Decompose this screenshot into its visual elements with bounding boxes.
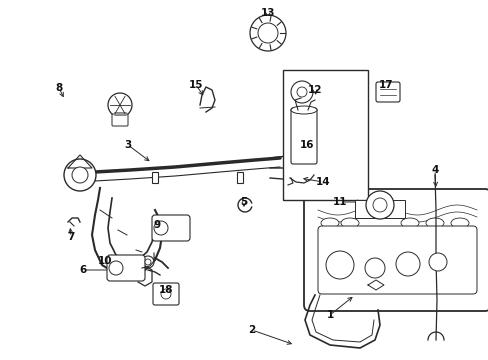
Ellipse shape <box>340 218 358 228</box>
Text: 12: 12 <box>307 85 322 95</box>
Ellipse shape <box>290 106 316 114</box>
Ellipse shape <box>320 218 338 228</box>
Circle shape <box>109 261 123 275</box>
Text: 2: 2 <box>248 325 255 335</box>
Ellipse shape <box>400 218 418 228</box>
Text: 8: 8 <box>55 83 62 93</box>
FancyBboxPatch shape <box>153 283 179 305</box>
Bar <box>354 200 404 218</box>
Circle shape <box>364 258 384 278</box>
FancyBboxPatch shape <box>304 189 488 311</box>
Circle shape <box>154 221 168 235</box>
Ellipse shape <box>450 218 468 228</box>
Text: 13: 13 <box>260 8 275 18</box>
Text: 14: 14 <box>315 177 329 187</box>
Text: 10: 10 <box>98 256 112 266</box>
Circle shape <box>428 253 446 271</box>
Text: 6: 6 <box>79 265 86 275</box>
Circle shape <box>72 167 88 183</box>
Text: 17: 17 <box>378 80 392 90</box>
FancyBboxPatch shape <box>290 108 316 164</box>
FancyBboxPatch shape <box>317 226 476 294</box>
Circle shape <box>161 289 171 299</box>
Circle shape <box>372 198 386 212</box>
Text: 5: 5 <box>240 197 247 207</box>
Circle shape <box>249 15 285 51</box>
Text: 3: 3 <box>124 140 131 150</box>
Circle shape <box>108 93 132 117</box>
FancyBboxPatch shape <box>112 114 128 126</box>
Text: 18: 18 <box>159 285 173 295</box>
Text: 16: 16 <box>299 140 314 150</box>
Text: 1: 1 <box>325 310 333 320</box>
Circle shape <box>142 256 154 268</box>
FancyBboxPatch shape <box>107 255 145 281</box>
Circle shape <box>296 87 306 97</box>
Text: 11: 11 <box>332 197 346 207</box>
Circle shape <box>290 81 312 103</box>
FancyBboxPatch shape <box>375 82 399 102</box>
Circle shape <box>64 159 96 191</box>
FancyBboxPatch shape <box>152 215 190 241</box>
Text: 9: 9 <box>153 220 160 230</box>
Ellipse shape <box>425 218 443 228</box>
Text: 15: 15 <box>188 80 203 90</box>
Bar <box>283 70 367 200</box>
Text: 4: 4 <box>430 165 438 175</box>
Circle shape <box>325 251 353 279</box>
Bar <box>237 172 243 183</box>
Bar <box>152 172 158 183</box>
Circle shape <box>365 191 393 219</box>
Circle shape <box>258 23 278 43</box>
Circle shape <box>145 259 151 265</box>
Text: 7: 7 <box>67 232 75 242</box>
Circle shape <box>395 252 419 276</box>
